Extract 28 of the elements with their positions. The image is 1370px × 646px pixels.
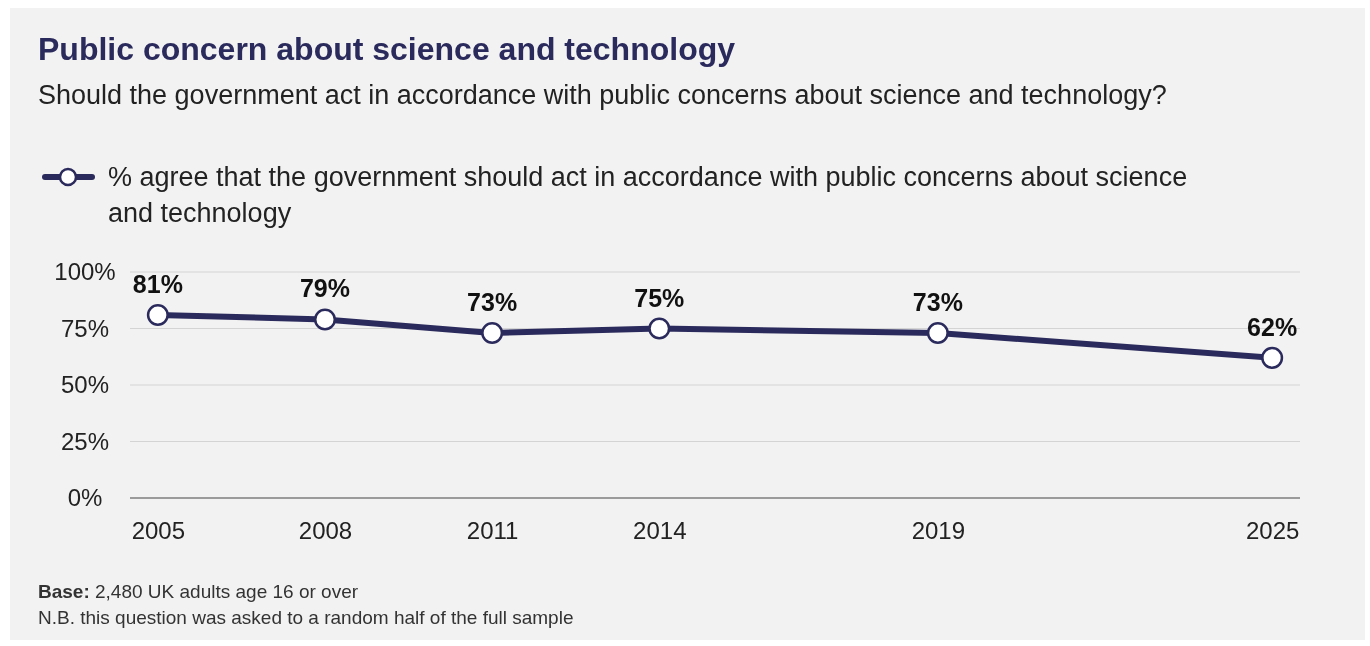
point (481, 322, 504, 345)
y-tick-label: 25% (60, 427, 110, 455)
point (313, 308, 337, 331)
x-tick-label: 2011 (466, 517, 519, 545)
data-label: 79% (299, 274, 351, 303)
x-tick-label: 2025 (1245, 517, 1300, 545)
text: Base: 2,480 UK adults age 16 or over (38, 581, 359, 602)
point (1261, 346, 1284, 369)
x-tick-label: 2008 (298, 517, 353, 545)
chart-subtitle: Should the government act in accordance with public concerns about science and technology? (38, 80, 1167, 110)
legend-label: % agree that the government should act in accordance with public concerns about science and technology (108, 162, 1188, 228)
y-tick-label: 75% (60, 314, 110, 342)
y-tick-label: 0% (67, 484, 103, 512)
data-label: 62% (1247, 312, 1298, 341)
y-tick-label: 50% (60, 371, 110, 399)
point (146, 303, 169, 326)
data-label: 81% (132, 269, 183, 298)
data-label: 73% (467, 288, 518, 317)
chart-title: Public concern about science and technology (38, 31, 736, 67)
point (648, 317, 671, 340)
data-label: 75% (634, 283, 685, 312)
data-label: 73% (912, 288, 963, 317)
x-tick-label: 2005 (131, 517, 186, 545)
x-tick-label: 2014 (633, 517, 687, 545)
y-tick-label: 100% (54, 258, 116, 286)
x-tick-label: 2019 (911, 517, 966, 545)
text: N.B. this question was asked to a random half of the full sample (38, 607, 574, 628)
point (926, 322, 949, 345)
